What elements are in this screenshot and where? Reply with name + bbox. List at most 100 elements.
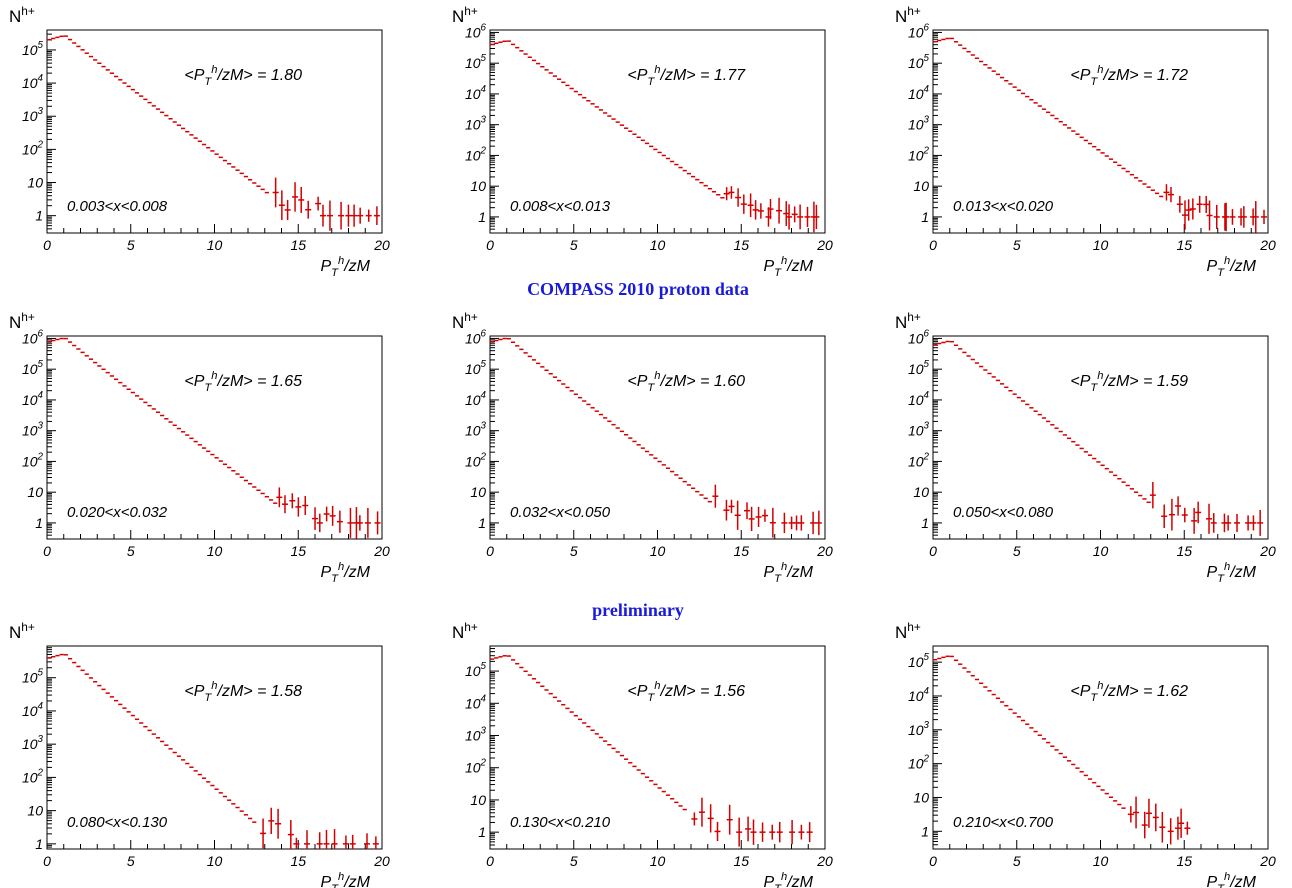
tail-data-point bbox=[726, 804, 733, 835]
y-axis-label: Nh+ bbox=[9, 310, 35, 332]
tail-data-point bbox=[712, 484, 719, 508]
tail-data-point bbox=[336, 510, 343, 533]
tail-data-point bbox=[289, 493, 296, 509]
y-tick-label: 102 bbox=[465, 145, 487, 163]
x-tick-label: 15 bbox=[1176, 237, 1192, 253]
tail-data-point bbox=[1196, 195, 1203, 213]
x-tick-label: 15 bbox=[1176, 543, 1192, 559]
y-tick-label: 106 bbox=[908, 328, 930, 346]
y-tick-label: 104 bbox=[908, 390, 930, 408]
tail-data-point bbox=[781, 512, 788, 534]
tail-data-point bbox=[1175, 496, 1182, 516]
x-range-label: 0.020<x<0.032 bbox=[67, 504, 168, 521]
tail-data-point bbox=[347, 507, 354, 538]
x-tick-label: 10 bbox=[207, 853, 223, 869]
tail-data-point bbox=[349, 834, 356, 849]
x-tick-label: 0 bbox=[486, 853, 494, 869]
y-tick-label: 105 bbox=[908, 652, 930, 670]
y-tick-label: 10 bbox=[913, 178, 929, 194]
tail-data-point bbox=[1133, 796, 1140, 829]
tail-data-point bbox=[260, 818, 267, 849]
tail-data-point bbox=[356, 515, 363, 531]
tail-data-point bbox=[1163, 184, 1170, 201]
y-tick-label: 1 bbox=[35, 208, 43, 224]
x-tick-label: 0 bbox=[43, 543, 51, 559]
tail-data-point bbox=[797, 204, 804, 230]
tail-data-point bbox=[1195, 501, 1202, 524]
tail-data-point bbox=[691, 812, 698, 826]
y-tick-label: 105 bbox=[465, 661, 487, 679]
tail-data-point bbox=[747, 193, 754, 218]
y-tick-label: 10 bbox=[470, 792, 486, 808]
tail-data-point bbox=[272, 177, 279, 208]
y-tick-label: 103 bbox=[465, 421, 487, 439]
mean-annotation: <PTh/zM> = 1.80 bbox=[184, 64, 302, 88]
x-tick-label: 5 bbox=[1013, 853, 1021, 869]
y-tick-label: 102 bbox=[465, 451, 487, 469]
mean-annotation: <PTh/zM> = 1.56 bbox=[627, 680, 745, 704]
x-axis-label: PTh/zM bbox=[320, 871, 370, 888]
tail-data-point bbox=[1189, 198, 1196, 220]
x-range-label: 0.210<x<0.700 bbox=[953, 814, 1054, 831]
y-axis-label: Nh+ bbox=[895, 4, 921, 26]
x-tick-label: 10 bbox=[207, 543, 223, 559]
tail-data-point bbox=[748, 506, 755, 532]
figure-title: COMPASS 2010 proton data bbox=[527, 279, 749, 299]
tail-data-point bbox=[813, 204, 820, 230]
tail-data-point bbox=[776, 197, 783, 224]
tail-data-point bbox=[284, 199, 291, 221]
tail-data-point bbox=[357, 207, 364, 224]
tail-data-point bbox=[323, 506, 330, 522]
tail-data-point bbox=[723, 187, 730, 201]
panel-5: Nh+ 1 10 102 103 104 105 106 0 5 10 15 20PTh/z… bbox=[452, 310, 833, 585]
tail-data-point bbox=[303, 830, 310, 849]
y-tick-label: 10 bbox=[27, 484, 43, 500]
tail-data-point bbox=[374, 511, 381, 535]
y-tick-label: 102 bbox=[908, 145, 930, 163]
x-tick-label: 5 bbox=[570, 237, 578, 253]
y-tick-label: 104 bbox=[22, 701, 44, 719]
tail-data-point bbox=[776, 821, 783, 843]
tail-data-point bbox=[295, 497, 302, 517]
y-axis-label: Nh+ bbox=[895, 620, 921, 642]
x-tick-label: 10 bbox=[1093, 237, 1109, 253]
tail-data-point bbox=[345, 204, 352, 227]
y-tick-label: 105 bbox=[22, 40, 44, 58]
x-tick-label: 5 bbox=[1013, 237, 1021, 253]
x-tick-label: 5 bbox=[127, 543, 135, 559]
tail-data-point bbox=[744, 502, 751, 520]
tail-data-point bbox=[1181, 507, 1188, 523]
tail-data-point bbox=[305, 200, 312, 219]
tail-data-point bbox=[815, 510, 822, 536]
tail-data-point bbox=[750, 819, 757, 845]
tail-data-point bbox=[1159, 811, 1166, 843]
tail-data-point bbox=[1252, 201, 1259, 233]
tail-data-point bbox=[268, 807, 275, 834]
tail-data-point bbox=[804, 206, 811, 228]
tail-data-point bbox=[736, 817, 743, 847]
y-tick-label: 106 bbox=[465, 328, 487, 346]
x-axis-label: PTh/zM bbox=[1206, 871, 1256, 888]
y-tick-label: 103 bbox=[465, 726, 487, 744]
x-tick-label: 5 bbox=[570, 543, 578, 559]
tail-data-point bbox=[1240, 206, 1247, 228]
x-tick-label: 15 bbox=[733, 543, 749, 559]
x-tick-label: 15 bbox=[290, 237, 306, 253]
x-range-label: 0.003<x<0.008 bbox=[67, 198, 168, 215]
x-tick-label: 20 bbox=[1259, 543, 1276, 559]
y-tick-label: 105 bbox=[465, 53, 487, 71]
figure-subtitle: preliminary bbox=[592, 600, 684, 620]
tail-data-point bbox=[783, 201, 790, 226]
x-tick-label: 15 bbox=[1176, 853, 1192, 869]
tail-data-point bbox=[365, 209, 372, 222]
y-tick-label: 103 bbox=[22, 421, 44, 439]
tail-data-point bbox=[769, 824, 776, 840]
x-tick-label: 0 bbox=[929, 853, 937, 869]
tail-data-point bbox=[714, 821, 721, 841]
tail-data-point bbox=[707, 804, 714, 833]
y-tick-label: 103 bbox=[908, 720, 930, 738]
y-tick-label: 104 bbox=[908, 84, 930, 102]
tail-data-point bbox=[757, 203, 764, 219]
